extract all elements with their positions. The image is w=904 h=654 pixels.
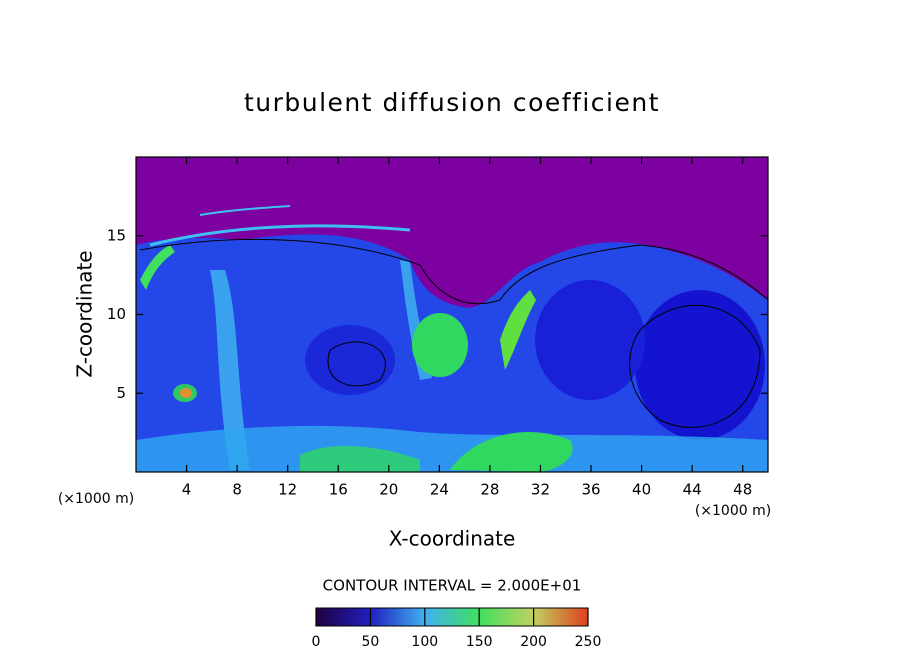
x-tick-label: 40 [632,481,651,499]
x-tick-label: 24 [430,481,449,499]
colorbar-tick-label: 100 [411,634,438,650]
x-tick-label: 32 [531,481,550,499]
colorbar-tick-label: 150 [466,634,493,650]
colorbar [315,607,589,627]
chart-title: turbulent diffusion coefficient [244,88,660,117]
field-shade [635,290,765,440]
y-unit-label: (×1000 m) [58,491,134,507]
field-shade [180,388,192,398]
x-tick-label: 12 [278,481,297,499]
y-tick-label: 15 [107,226,126,244]
field [136,157,768,472]
field-shade [305,325,395,395]
field-shade [199,205,291,216]
field-shade [412,313,468,377]
contour-line [327,341,386,387]
x-tick-label: 44 [683,481,702,499]
field-shade [300,445,420,472]
x-tick-label: 28 [480,481,499,499]
colorbar-tick-label: 250 [575,634,602,650]
x-unit-label: (×1000 m) [695,503,771,519]
field-shade [210,270,250,470]
field-shade [149,224,411,247]
contour-line [629,304,761,428]
field-shade [535,280,645,400]
contour-interval: CONTOUR INTERVAL = 2.000E+01 [323,577,582,595]
colorbar-tick-label: 0 [312,634,321,650]
y-axis-label: Z-coordinate [73,250,97,377]
x-tick-label: 20 [379,481,398,499]
y-tick-label: 10 [107,305,126,323]
field-shade [450,431,573,472]
x-tick-label: 8 [232,481,242,499]
colorbar-tick-label: 200 [520,634,547,650]
contour-line [139,238,768,305]
x-tick-label: 16 [329,481,348,499]
x-tick-label: 4 [182,481,192,499]
colorbar-tick-label: 50 [361,634,379,650]
field-shade [140,245,175,290]
x-tick-label: 48 [733,481,752,499]
field-shade [500,290,536,370]
x-tick-label: 36 [581,481,600,499]
y-tick-label: 5 [116,384,126,402]
field-shade [136,425,768,472]
x-axis-label: X-coordinate [389,527,516,551]
